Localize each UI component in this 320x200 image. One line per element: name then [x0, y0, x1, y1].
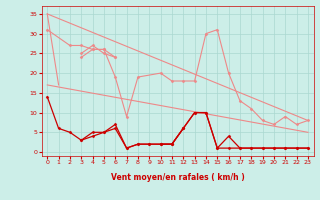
X-axis label: Vent moyen/en rafales ( km/h ): Vent moyen/en rafales ( km/h ) [111, 174, 244, 183]
